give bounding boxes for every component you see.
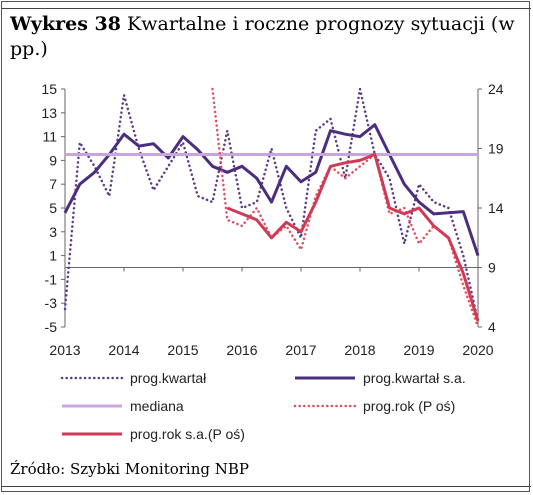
- y-left-tick-label: 7: [49, 176, 57, 192]
- y-right-tick-label: 24: [488, 81, 504, 97]
- series-line-4: [226, 153, 480, 322]
- y-left-tick-label: 9: [49, 152, 57, 168]
- x-tick-label: 2017: [285, 342, 316, 358]
- y-left-tick-label: 13: [41, 105, 57, 121]
- chart-title: Wykres 38 Kwartalne i roczne prognozy sy…: [10, 12, 525, 62]
- x-tick-label: 2014: [108, 342, 139, 358]
- y-right-tick-label: 9: [488, 260, 496, 276]
- chart-legend: prog.kwartał prog.kwartał s.a. mediana prog…: [60, 370, 466, 442]
- bottom-border: [2, 486, 531, 491]
- chart-lines: [63, 87, 480, 329]
- x-tick-label: 2013: [49, 342, 80, 358]
- x-tick-label: 2015: [167, 342, 198, 358]
- y-right-tick-label: 4: [488, 319, 496, 335]
- top-border: [2, 2, 531, 9]
- legend-label-4: prog.rok s.a.(P oś): [130, 426, 245, 442]
- chart-title-text: Kwartalne i roczne prognozy sytuacji (w …: [10, 13, 515, 60]
- chart-label: Wykres 38: [10, 13, 121, 35]
- source-note: Źródło: Szybki Monitoring NBP: [10, 460, 249, 478]
- y-right-tick-label: 14: [488, 200, 504, 216]
- x-tick-label: 2020: [462, 342, 493, 358]
- y-left-tick-label: 15: [41, 81, 57, 97]
- chart-axes: 15 13 11 9 7 5 3 1 -1 -3 -5 24 19 14 9 4 2013 2014 2015 201…: [41, 81, 503, 358]
- x-tick-label: 2019: [403, 342, 434, 358]
- series-line-0: [63, 87, 480, 323]
- y-left-tick-label: -3: [45, 295, 58, 311]
- series-line-3: [211, 87, 480, 329]
- y-left-tick-label: -5: [45, 319, 58, 335]
- series-line-1: [63, 123, 480, 257]
- x-tick-label: 2016: [226, 342, 257, 358]
- y-left-tick-label: 11: [42, 129, 57, 145]
- legend-label-0: prog.kwartał: [130, 370, 207, 386]
- y-right-tick-label: 19: [488, 141, 504, 157]
- legend-label-1: prog.kwartał s.a.: [363, 370, 466, 386]
- y-left-tick-label: 5: [49, 200, 57, 216]
- y-left-tick-label: -1: [45, 271, 58, 287]
- y-left-tick-label: 3: [49, 224, 57, 240]
- legend-label-3: prog.rok (P oś): [363, 398, 455, 414]
- y-left-tick-label: 1: [49, 248, 57, 264]
- x-tick-label: 2018: [344, 342, 375, 358]
- legend-label-2: mediana: [130, 398, 184, 414]
